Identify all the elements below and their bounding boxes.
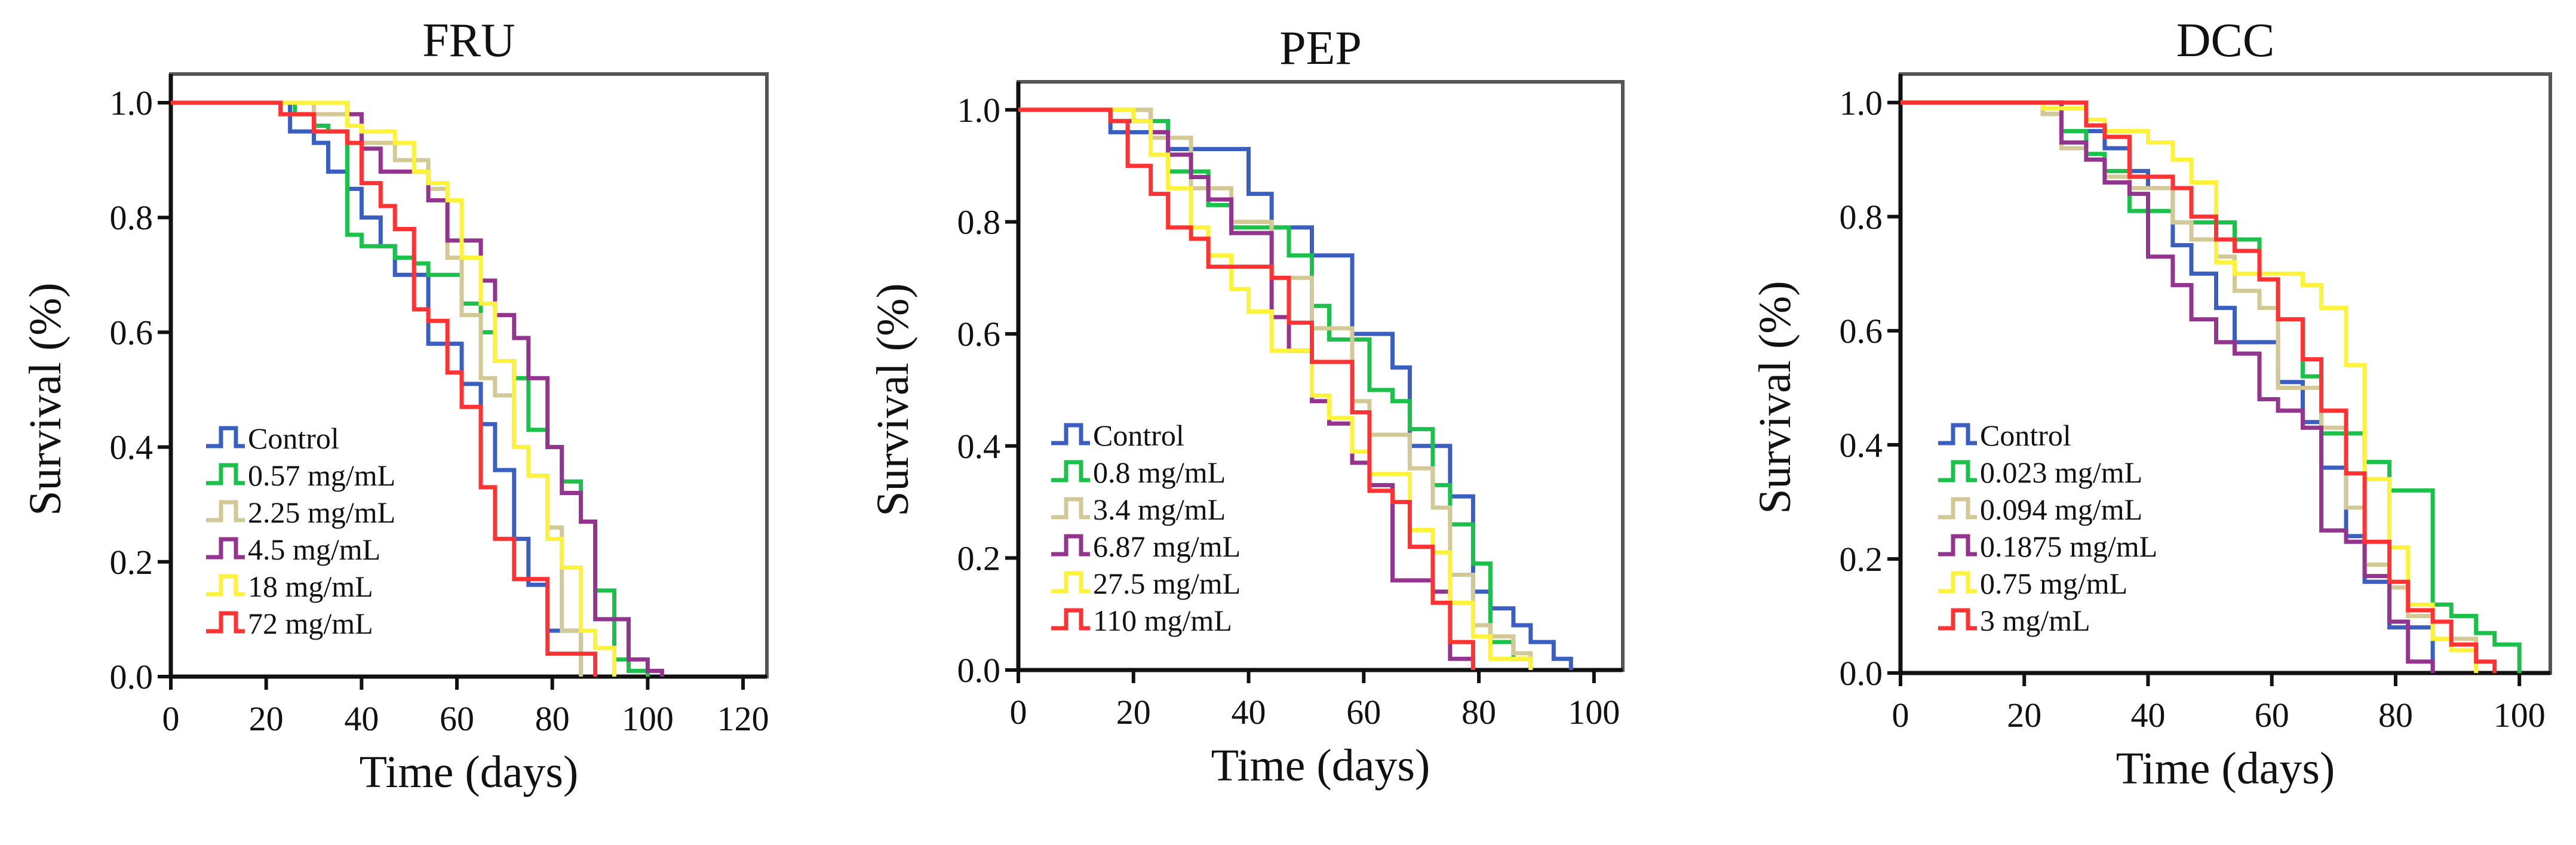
legend-label: 0.8 mg/mL	[1093, 456, 1226, 489]
legend-label: 72 mg/mL	[248, 607, 373, 640]
y-tick-label: 1.0	[957, 91, 1001, 130]
y-tick-label: 1.0	[1840, 84, 1883, 122]
legend-label: 4.5 mg/mL	[248, 533, 380, 566]
legend-label: 27.5 mg/mL	[1093, 567, 1241, 600]
y-tick-label: 0.2	[110, 543, 153, 582]
y-tick-label: 0.8	[1840, 198, 1883, 236]
x-tick-label: 80	[1462, 693, 1496, 732]
y-tick-label: 0.6	[957, 315, 1001, 354]
series-line-0	[171, 100, 584, 677]
y-axis-label: Survival (%)	[868, 283, 918, 516]
legend-label: 110 mg/mL	[1093, 604, 1232, 637]
legend-label: Control	[1980, 419, 2071, 452]
y-axis-label: Survival (%)	[1750, 281, 1800, 514]
legend-swatch	[206, 611, 245, 634]
series-line-3	[171, 100, 664, 677]
legend-swatch	[1051, 497, 1090, 520]
legend-label: 0.57 mg/mL	[248, 459, 395, 492]
series-line-1	[171, 100, 650, 677]
series-line-0	[1018, 107, 1573, 670]
legend-swatch	[206, 500, 245, 523]
x-tick-label: 100	[622, 699, 674, 738]
legend-label: Control	[248, 422, 339, 455]
y-tick-label: 0.4	[957, 427, 1001, 466]
y-tick-label: 0.2	[1840, 540, 1883, 579]
x-tick-label: 20	[2007, 696, 2041, 735]
legend-swatch	[206, 574, 245, 597]
legend-label: 18 mg/mL	[248, 570, 373, 603]
series-line-3	[1900, 100, 2435, 673]
legend-label: 0.75 mg/mL	[1980, 567, 2127, 600]
series-line-4	[171, 100, 616, 677]
legend-label: 0.094 mg/mL	[1980, 493, 2142, 526]
x-tick-label: 0	[162, 699, 180, 738]
x-tick-label: 80	[2378, 696, 2413, 735]
x-tick-label: 100	[1568, 693, 1620, 732]
legend-label: 0.023 mg/mL	[1980, 456, 2142, 489]
legend-swatch	[1938, 608, 1977, 631]
legend-swatch	[1051, 534, 1090, 557]
legend-label: 3 mg/mL	[1980, 604, 2090, 637]
y-tick-label: 0.6	[1840, 312, 1883, 351]
legend-swatch	[1051, 608, 1090, 631]
y-tick-label: 0.0	[110, 657, 153, 696]
x-tick-label: 40	[1232, 693, 1266, 732]
legend-swatch	[1938, 571, 1977, 594]
series-line-5	[171, 100, 598, 677]
panel-pep: PEP 0 20 40 60 80 100 0.0 0.2 0.4 0.6 0.8 1.0 Time (d…	[868, 22, 1625, 791]
legend-swatch	[206, 537, 245, 560]
panel-fru: FRU 0 20 40 60 80 100 120 0.0 0.2 0.4 0.6 0.8 1.0 Time…	[20, 14, 769, 797]
y-tick-label: 0.6	[110, 313, 153, 352]
x-tick-label: 40	[344, 699, 379, 738]
series-line-3	[1018, 107, 1475, 670]
legend-swatch	[1938, 534, 1977, 557]
legend-label: Control	[1093, 419, 1184, 452]
y-tick-label: 0.2	[957, 539, 1001, 577]
x-axis-label: Time (days)	[1211, 740, 1430, 791]
legend-label: 0.1875 mg/mL	[1980, 530, 2157, 563]
legend-swatch	[1938, 460, 1977, 483]
y-tick-label: 0.0	[957, 651, 1001, 690]
series-line-5	[1018, 107, 1475, 670]
x-tick-label: 40	[2130, 696, 2165, 735]
x-tick-label: 0	[1010, 693, 1027, 732]
y-tick-label: 0.8	[110, 198, 153, 237]
y-tick-label: 0.8	[957, 203, 1001, 242]
legend-label: 2.25 mg/mL	[248, 496, 395, 529]
chart-title: PEP	[1279, 22, 1362, 75]
chart-title: DCC	[2176, 14, 2275, 67]
legend-swatch	[1938, 423, 1977, 445]
y-tick-label: 0.4	[110, 428, 153, 467]
chart-title: FRU	[422, 14, 515, 67]
y-axis-label: Survival (%)	[20, 282, 70, 515]
x-axis-label: Time (days)	[360, 747, 579, 797]
x-axis-label: Time (days)	[2116, 743, 2335, 794]
legend-swatch	[1938, 497, 1977, 520]
y-tick-label: 0.4	[1840, 426, 1883, 465]
legend-label: 6.87 mg/mL	[1093, 530, 1241, 563]
x-tick-label: 0	[1892, 696, 1909, 735]
legend-label: 3.4 mg/mL	[1093, 493, 1226, 526]
legend-swatch	[1051, 571, 1090, 594]
x-tick-label: 60	[1346, 693, 1381, 732]
series-line-2	[171, 100, 584, 677]
legend-swatch	[1051, 423, 1090, 445]
panel-dcc: DCC 0 20 40 60 80 100 0.0 0.2 0.4 0.6 0.8 1.0 Time (d…	[1750, 14, 2552, 794]
y-tick-label: 0.0	[1840, 654, 1883, 693]
legend-swatch	[1051, 460, 1090, 483]
x-tick-label: 120	[717, 699, 769, 738]
x-tick-label: 60	[440, 699, 474, 738]
legend-swatch	[206, 426, 245, 448]
x-tick-label: 80	[535, 699, 570, 738]
series-line-5	[1900, 100, 2497, 673]
x-tick-label: 60	[2255, 696, 2289, 735]
x-tick-label: 20	[1116, 693, 1151, 732]
y-tick-label: 1.0	[110, 84, 153, 122]
x-tick-label: 20	[249, 699, 284, 738]
legend-swatch	[206, 463, 245, 486]
x-tick-label: 100	[2494, 696, 2546, 735]
